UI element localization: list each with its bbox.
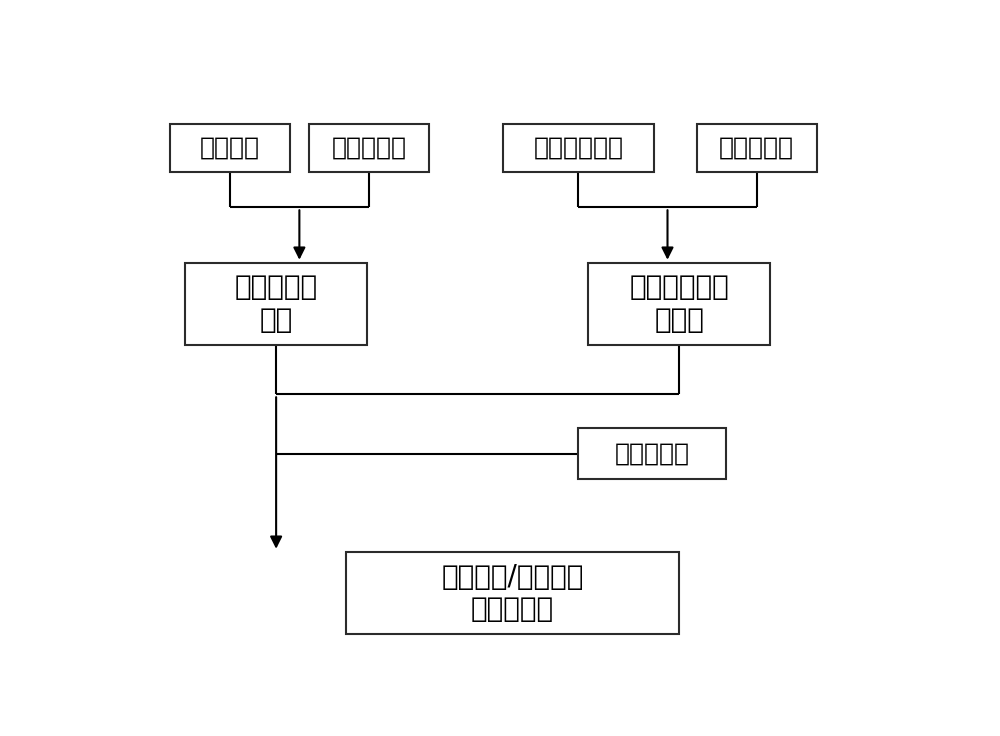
FancyBboxPatch shape	[185, 263, 367, 344]
Text: 天然橡胶/氯化丁基
橡胶混炼胶: 天然橡胶/氯化丁基 橡胶混炼胶	[441, 562, 584, 623]
Text: 氯化丁基橡胶
混炼胶: 氯化丁基橡胶 混炼胶	[629, 274, 729, 334]
FancyBboxPatch shape	[170, 124, 290, 172]
FancyBboxPatch shape	[503, 124, 654, 172]
FancyBboxPatch shape	[309, 124, 429, 172]
FancyBboxPatch shape	[346, 551, 679, 634]
Text: 第二配合剂: 第二配合剂	[719, 136, 794, 160]
Text: 天然橡胶: 天然橡胶	[200, 136, 260, 160]
Text: 天然橡胶混
炼胶: 天然橡胶混 炼胶	[235, 274, 318, 334]
Text: 第三配合剂: 第三配合剂	[614, 442, 690, 466]
FancyBboxPatch shape	[588, 263, 770, 344]
FancyBboxPatch shape	[697, 124, 817, 172]
Text: 氯化丁基橡胶: 氯化丁基橡胶	[533, 136, 623, 160]
FancyBboxPatch shape	[578, 428, 726, 479]
Text: 第一配合剂: 第一配合剂	[332, 136, 407, 160]
